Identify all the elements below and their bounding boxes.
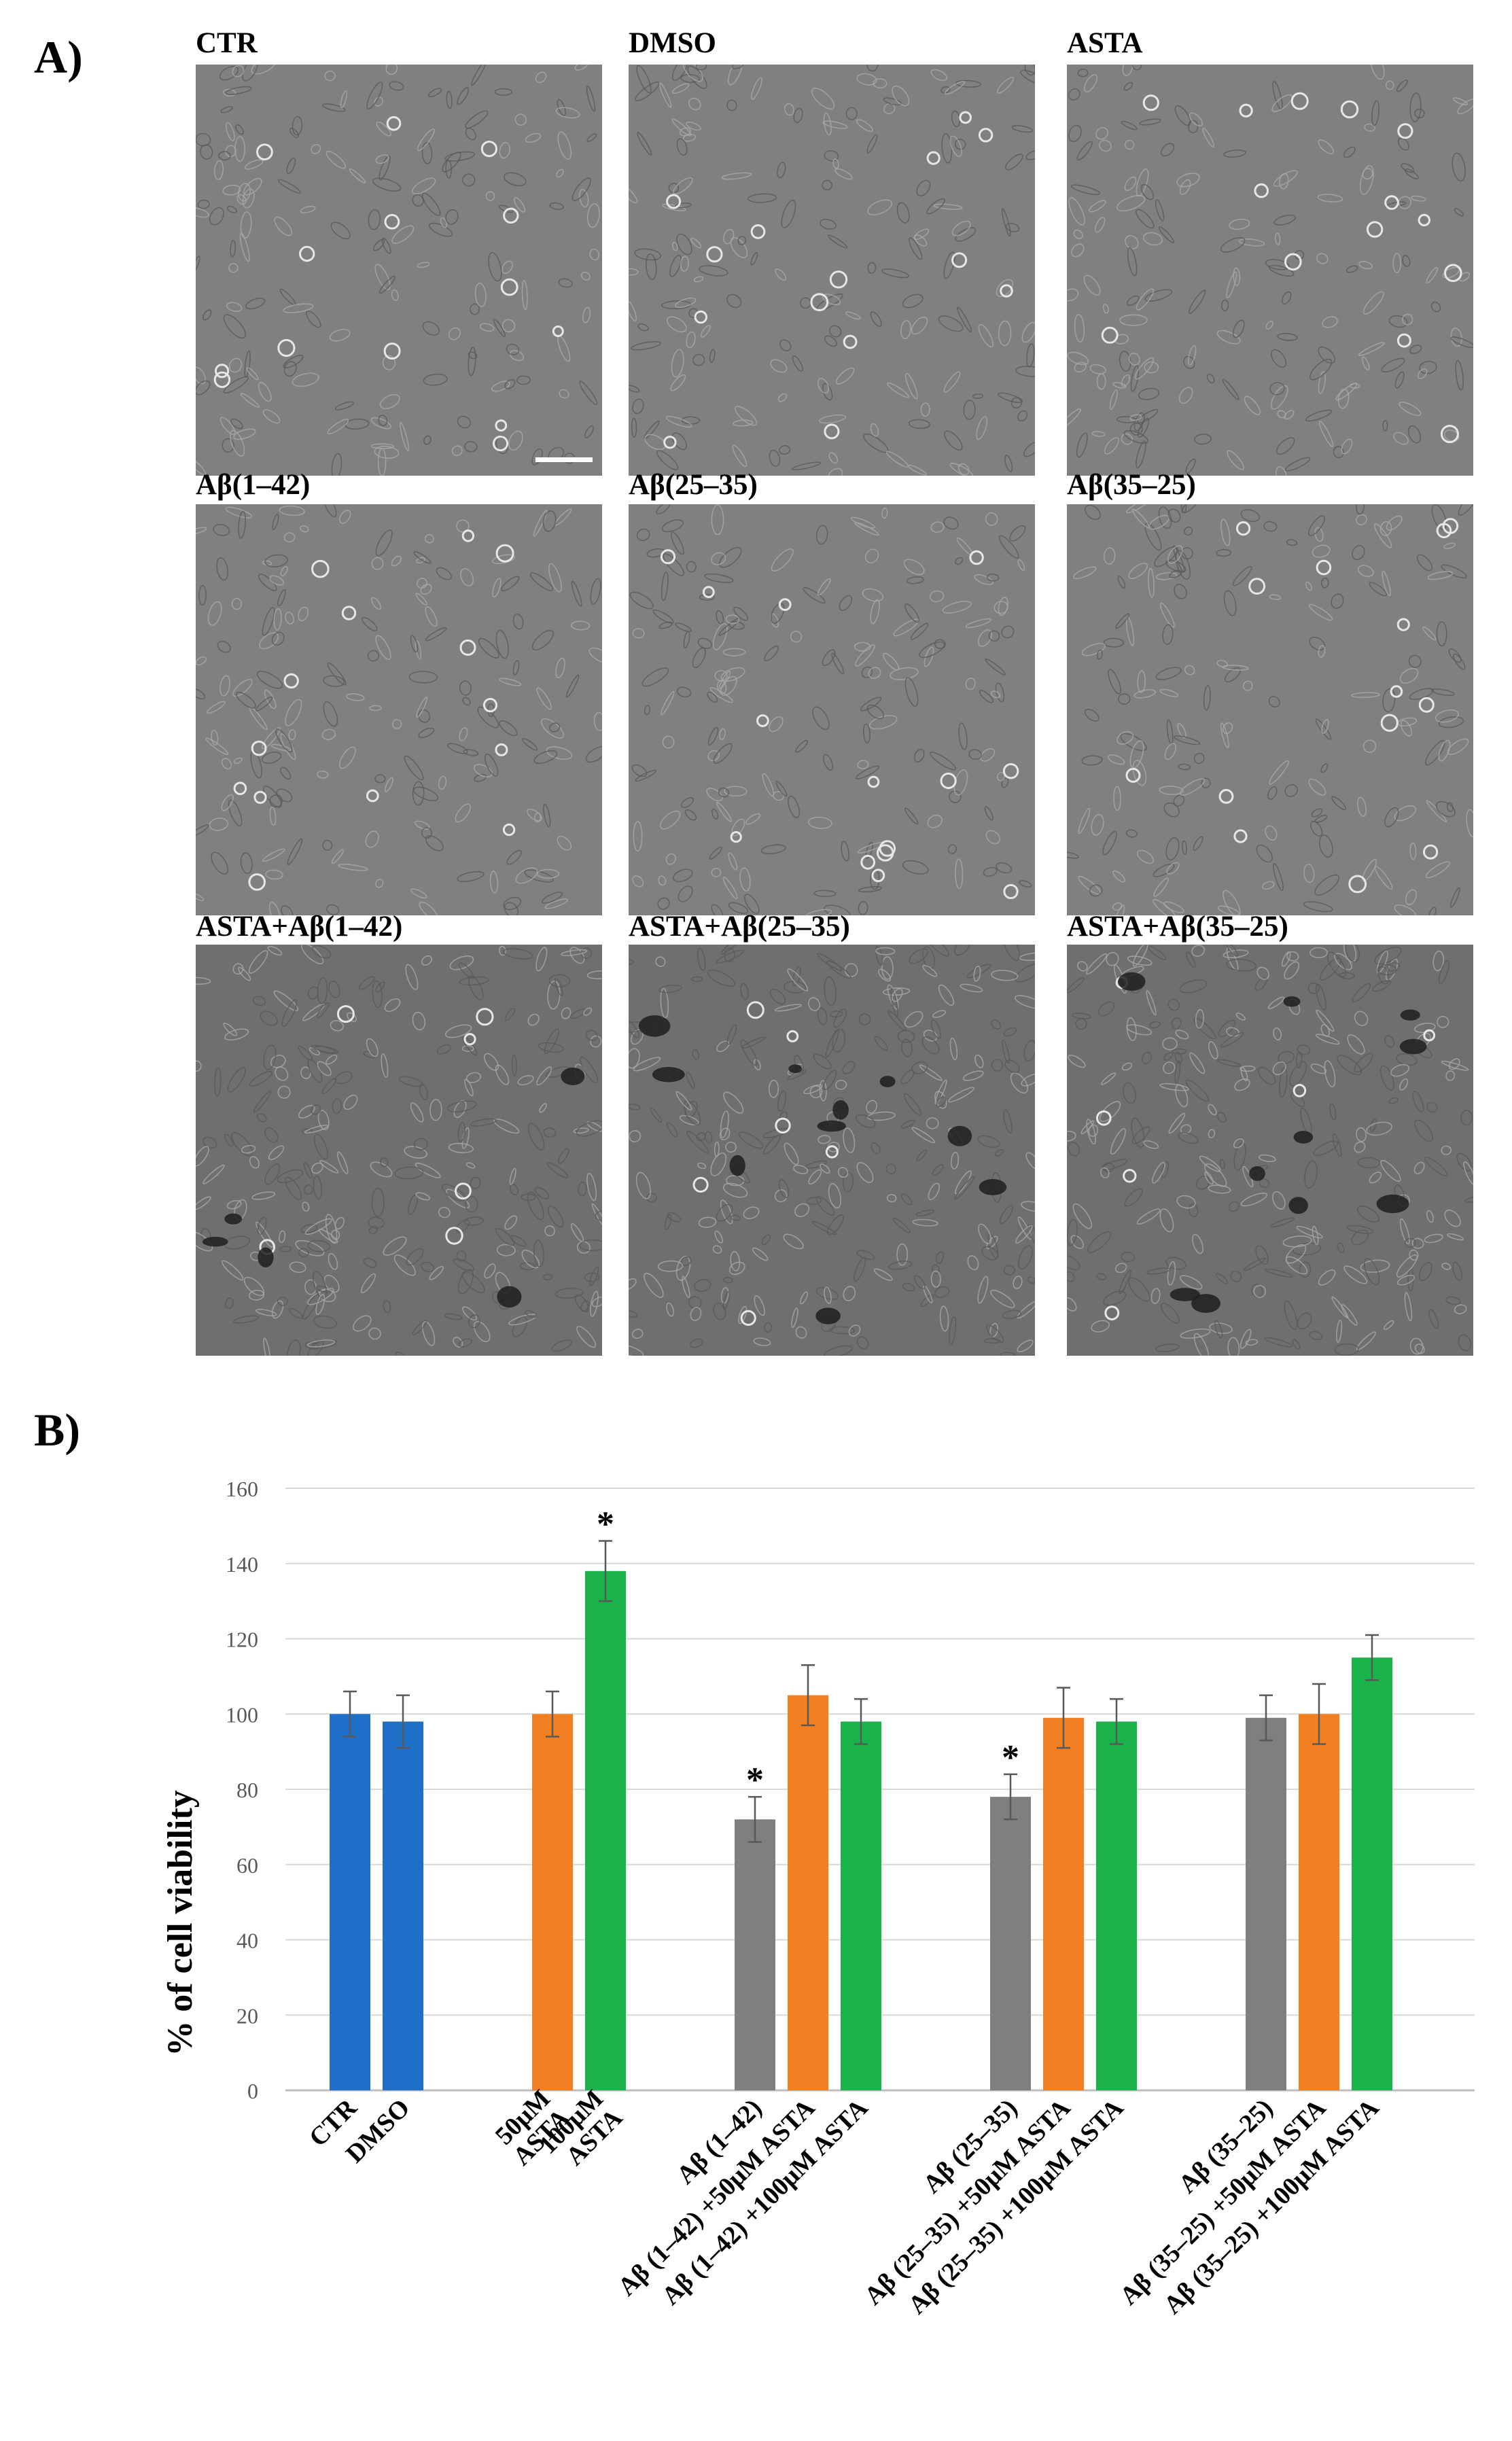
bar	[1043, 1717, 1084, 2090]
y-tick-label: 40	[236, 1929, 258, 1953]
bar	[383, 1721, 423, 2090]
y-tick-label: 0	[247, 2079, 258, 2103]
bar	[841, 1721, 881, 2090]
x-tick-label: Aβ (1–42) +100μM ASTA	[656, 2093, 874, 2311]
micrograph-label: ASTA+Aβ(35–25)	[1067, 911, 1288, 943]
panel-b-letter: B)	[34, 1404, 80, 1456]
micrograph-label: ASTA	[1067, 27, 1143, 59]
bar	[532, 1714, 573, 2090]
micrograph-image	[629, 504, 1035, 915]
micrograph-label: CTR	[196, 27, 258, 59]
y-axis-label: % of cell viability	[161, 1790, 200, 2056]
micrograph-label: DMSO	[629, 27, 716, 59]
bar	[585, 1570, 626, 2090]
micrograph-image	[196, 945, 602, 1356]
bar	[1352, 1657, 1392, 2090]
bar	[990, 1797, 1031, 2090]
micrograph-image	[629, 65, 1035, 476]
bar	[735, 1819, 775, 2090]
micrograph-image	[1067, 945, 1473, 1356]
micrograph-label: Aβ(25–35)	[629, 469, 758, 501]
significance-asterisk: *	[1002, 1738, 1019, 1777]
micrograph-image	[196, 65, 602, 476]
bar	[1299, 1714, 1339, 2090]
scale-bar	[535, 457, 593, 462]
bar	[330, 1714, 370, 2090]
micrograph-image	[196, 504, 602, 915]
y-tick-label: 140	[226, 1552, 258, 1577]
panel-a-letter: A)	[34, 31, 83, 83]
micrograph-label: ASTA+Aβ(1–42)	[196, 911, 403, 943]
y-tick-label: 160	[226, 1477, 258, 1501]
micrograph-label: Aβ(1–42)	[196, 469, 311, 501]
micrograph-label: Aβ(35–25)	[1067, 469, 1196, 501]
micrograph-image	[1067, 65, 1473, 476]
bar	[1246, 1717, 1286, 2090]
y-tick-label: 100	[226, 1702, 258, 1727]
x-tick-label: Aβ (25–35) +50μM ASTA	[859, 2093, 1076, 2311]
significance-asterisk: *	[746, 1761, 764, 1799]
bar	[1096, 1721, 1137, 2090]
x-tick-label: Aβ (35–25) +50μM ASTA	[1114, 2093, 1332, 2311]
micrograph-label: ASTA+Aβ(25–35)	[629, 911, 850, 943]
significance-asterisk: *	[597, 1505, 614, 1544]
x-tick-label: Aβ (35–25) +100μM ASTA	[1158, 2093, 1384, 2319]
micrograph-image	[1067, 504, 1473, 915]
y-tick-label: 80	[236, 1778, 258, 1802]
y-tick-label: 60	[236, 1853, 258, 1878]
micrograph-image	[629, 945, 1035, 1356]
y-tick-label: 120	[226, 1628, 258, 1652]
x-tick-label: Aβ (25–35) +100μM ASTA	[902, 2093, 1129, 2319]
viability-bar-chart: % of cell viability 0 20 40 60 80 100 120 140 16…	[161, 1477, 1475, 2320]
bar	[788, 1695, 828, 2090]
y-tick-label: 20	[236, 2003, 258, 2028]
